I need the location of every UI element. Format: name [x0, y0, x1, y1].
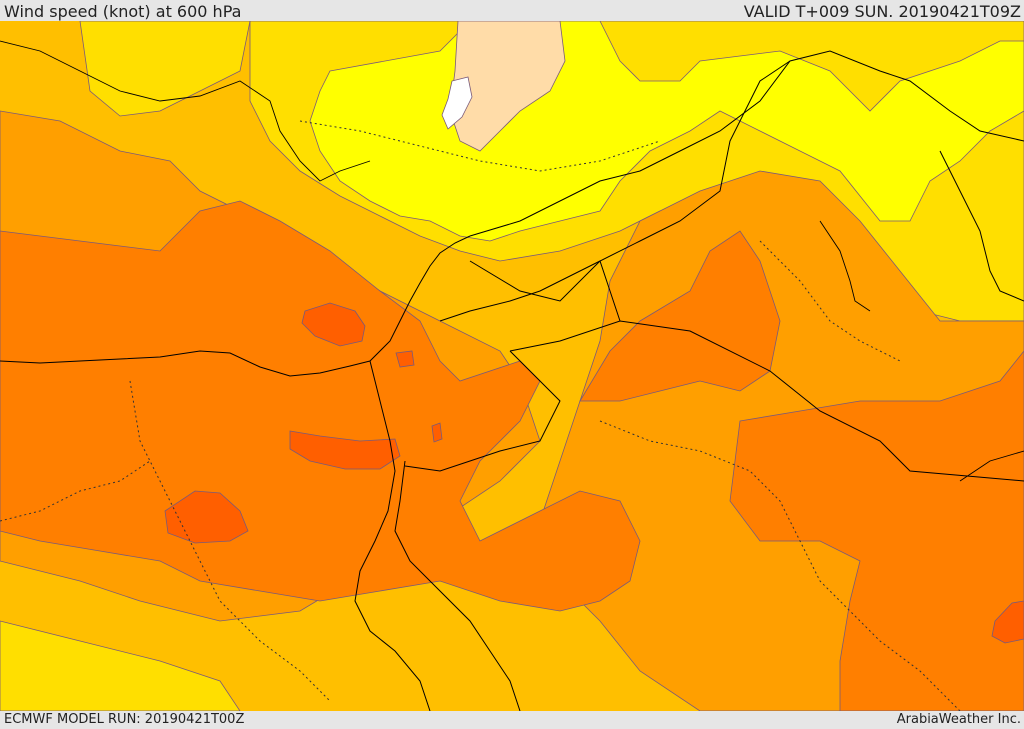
zone-red-orange-4: [991, 600, 1024, 644]
internal-border-west: [0, 460, 151, 522]
zone-red-orange-3: [289, 430, 401, 470]
coastline-caspian: [819, 220, 871, 312]
internal-border-turkey: [299, 120, 661, 172]
header-bar: Wind speed (knot) at 600 hPa VALID T+009…: [0, 0, 1024, 21]
zone-gold-south-west: [0, 620, 241, 711]
zone-red-orange-2: [164, 490, 249, 544]
map-title: Wind speed (knot) at 600 hPa: [4, 2, 242, 21]
zone-dark-orange-south-east: [729, 350, 1024, 711]
border-saudi-north: [509, 320, 1024, 482]
internal-border-egypt: [129, 380, 331, 702]
border-jordan: [439, 260, 621, 322]
internal-border-saudi: [599, 420, 961, 711]
map-canvas: [0, 21, 1024, 711]
zone-dark-orange-core: [0, 200, 641, 612]
brand-credit: ArabiaWeather Inc.: [896, 712, 1021, 727]
valid-time: VALID T+009 SUN. 20190421T09Z: [743, 2, 1021, 21]
footer-bar: ECMWF MODEL RUN: 20190421T00Z ArabiaWeat…: [0, 711, 1024, 729]
internal-border-iraq: [759, 240, 901, 362]
zone-white: [441, 76, 473, 130]
zone-red-orange-5: [395, 350, 415, 368]
coastline-turkey: [0, 40, 371, 182]
wind-speed-map[interactable]: [0, 21, 1024, 711]
zone-red-orange-6: [431, 422, 443, 443]
border-saudi-jordan: [404, 350, 561, 472]
coastline-levant: [369, 235, 471, 362]
coastline-gulf: [959, 450, 1024, 482]
model-run: ECMWF MODEL RUN: 20190421T00Z: [4, 712, 245, 727]
border-iran-iraq: [939, 150, 1024, 302]
coastline-red-sea-east: [394, 460, 521, 711]
zone-red-orange-1: [301, 302, 366, 347]
coastline-red-sea-west: [354, 360, 431, 711]
zone-dark-orange-north-east: [579, 230, 781, 402]
border-syria-iraq: [469, 60, 791, 302]
border-turkey: [469, 50, 1024, 237]
zone-gold-west: [79, 21, 251, 117]
coastline-mediterranean: [0, 350, 371, 377]
